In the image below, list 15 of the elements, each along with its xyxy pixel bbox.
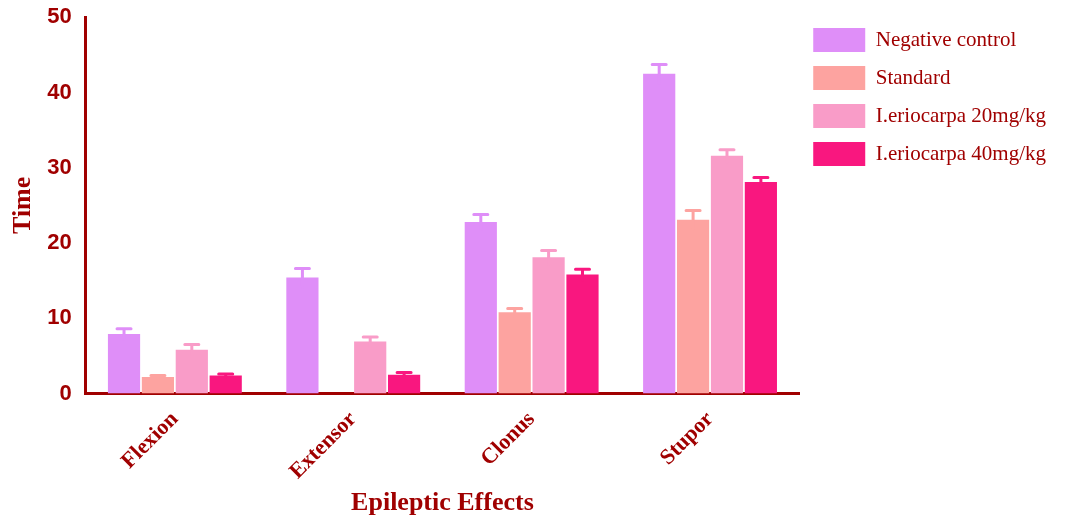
- y-tick-label: 20: [47, 229, 72, 255]
- legend-label: Standard: [875, 64, 951, 89]
- x-axis-title: Epileptic Effects: [351, 487, 534, 517]
- y-tick-label: 30: [47, 153, 72, 179]
- legend-label: I.eriocarpa 40mg/kg: [875, 140, 1047, 165]
- bar: [141, 376, 175, 394]
- y-axis-title: Time: [7, 176, 37, 234]
- y-tick-label: 50: [47, 3, 72, 29]
- legend-label: I.eriocarpa 20mg/kg: [875, 102, 1047, 127]
- y-tick-label: 10: [47, 304, 72, 330]
- legend-label: Negative control: [875, 26, 1017, 51]
- bar: [388, 374, 421, 394]
- bar: [209, 375, 242, 394]
- y-tick-label: 40: [47, 78, 72, 104]
- y-tick-label: 0: [59, 379, 72, 405]
